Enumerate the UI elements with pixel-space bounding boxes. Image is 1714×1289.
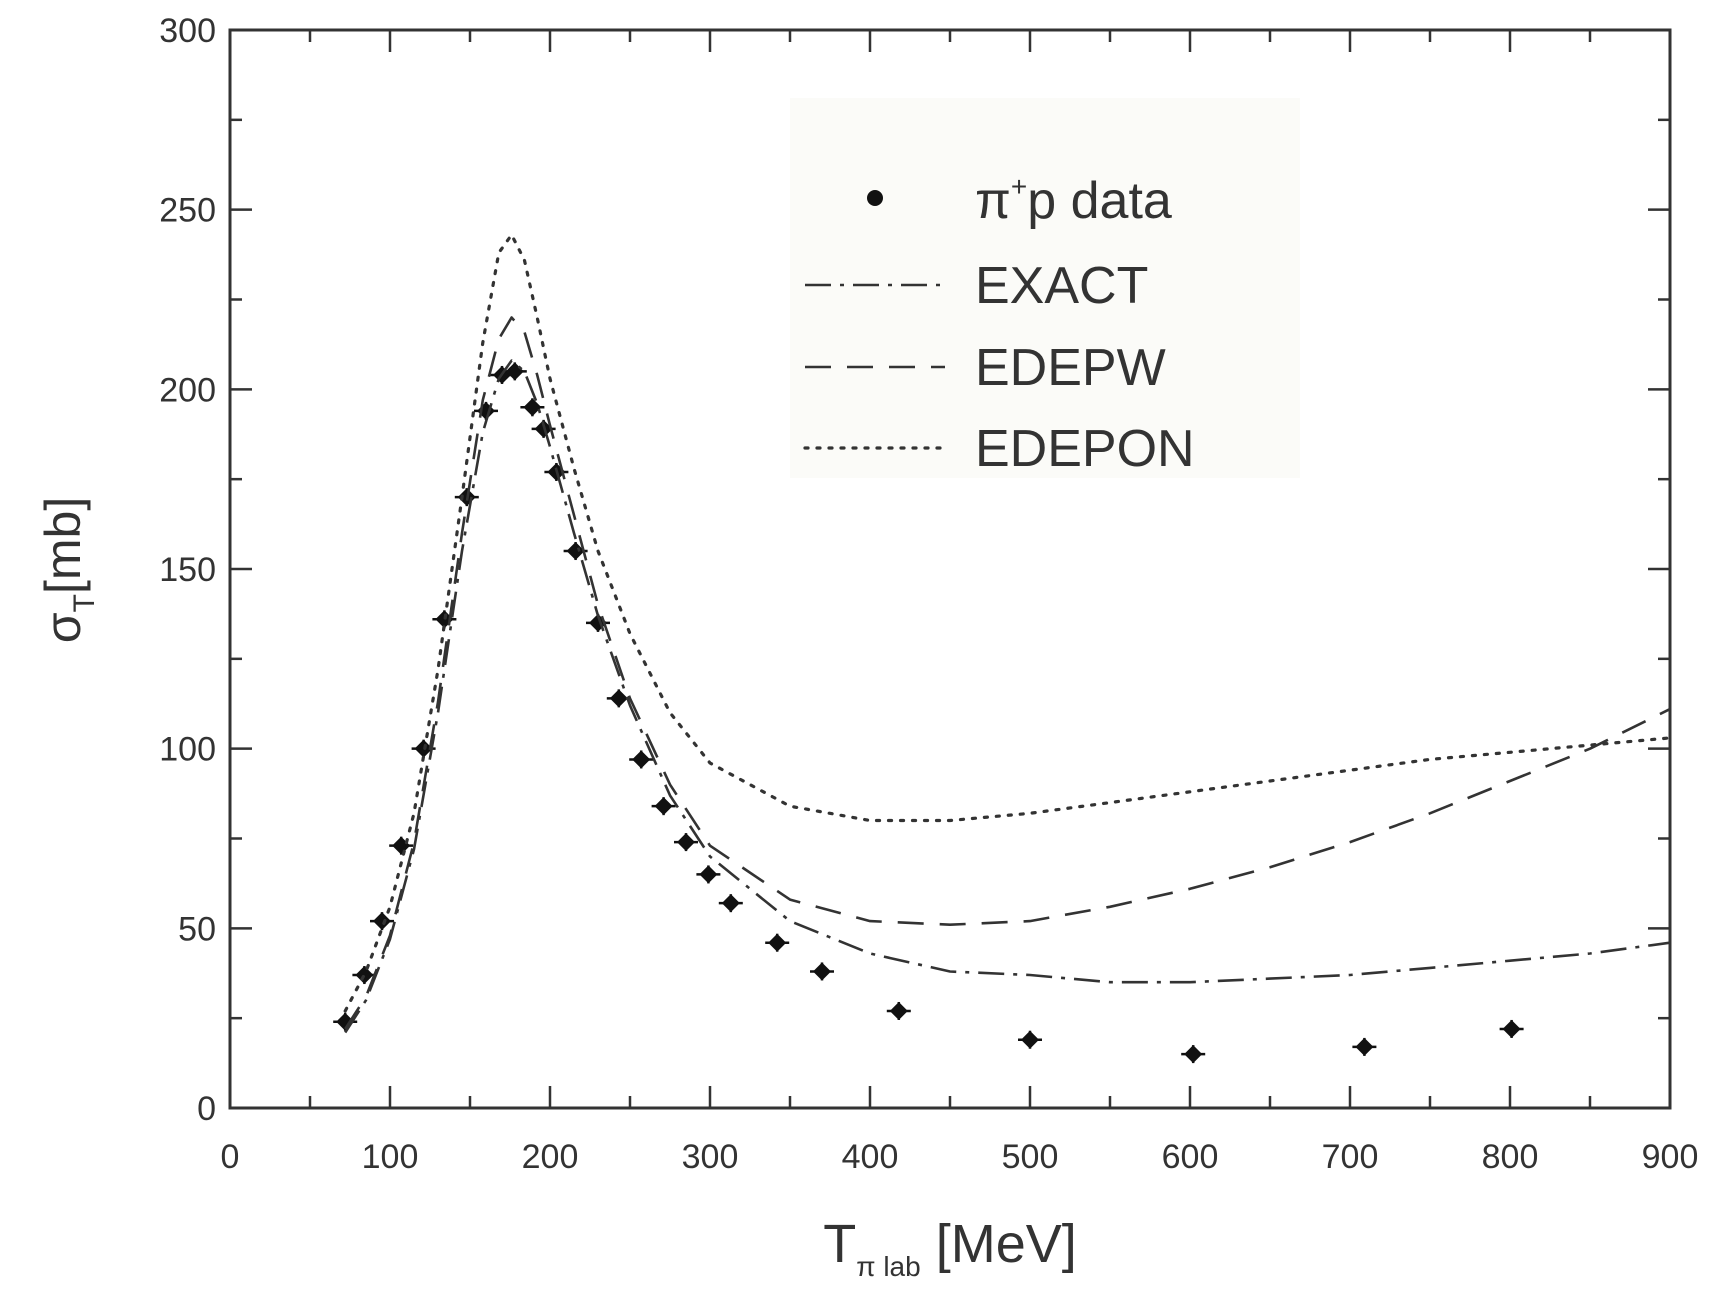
- x-tick-label: 400: [842, 1138, 899, 1176]
- data-point: [373, 912, 391, 931]
- x-tick-label: 0: [221, 1138, 240, 1176]
- data-point: [721, 894, 740, 913]
- y-tick-label: 300: [159, 12, 216, 50]
- x-tick-label: 900: [1642, 1138, 1699, 1176]
- data-point: [1502, 1019, 1521, 1038]
- y-tick-label: 250: [159, 192, 216, 230]
- series-layer: [333, 233, 1672, 1064]
- legend: π+p data EXACT EDEPW EDEPON: [790, 98, 1300, 478]
- data-point: [813, 962, 831, 981]
- data-point: [566, 542, 585, 561]
- x-tick-label: 700: [1322, 1138, 1379, 1176]
- data-point: [355, 966, 374, 985]
- series-edepon-line: [343, 233, 1672, 1013]
- axis-labels: Tπ lab [MeV] σT[mb]: [35, 497, 1077, 1282]
- data-point: [1355, 1037, 1374, 1056]
- x-axis-label: Tπ lab [MeV]: [823, 1214, 1077, 1282]
- data-point: [699, 865, 718, 884]
- y-tick-label: 150: [159, 551, 216, 589]
- y-tick-label: 100: [159, 731, 216, 769]
- legend-label: π+p data: [975, 171, 1172, 230]
- series-edepw-line: [344, 316, 1671, 1030]
- x-tick-label: 500: [1002, 1138, 1059, 1176]
- legend-box: [790, 98, 1300, 478]
- data-point: [1021, 1030, 1039, 1049]
- data-point: [889, 1001, 908, 1020]
- data-point: [677, 833, 695, 852]
- y-tick-label: 200: [159, 371, 216, 409]
- y-tick-label: 50: [178, 910, 216, 948]
- data-point: [654, 797, 673, 816]
- series-exact-line: [344, 359, 1671, 1034]
- series-edepw: [344, 316, 1671, 1030]
- legend-label: EXACT: [975, 257, 1148, 315]
- legend-label: EDEPW: [975, 339, 1166, 397]
- legend-label: EDEPON: [975, 420, 1195, 478]
- series-exact: [344, 359, 1671, 1034]
- x-tick-label: 200: [522, 1138, 579, 1176]
- data-point: [1184, 1045, 1203, 1064]
- x-tick-label: 800: [1482, 1138, 1539, 1176]
- data-point: [768, 933, 787, 952]
- data-point: [609, 689, 628, 708]
- series-edepon: [343, 233, 1672, 1013]
- y-tick-label: 0: [197, 1090, 216, 1128]
- x-tick-label: 600: [1162, 1138, 1219, 1176]
- x-tick-label: 300: [682, 1138, 739, 1176]
- x-tick-label: 100: [362, 1138, 419, 1176]
- data-point: [523, 398, 542, 417]
- y-axis-label: σT[mb]: [35, 497, 101, 643]
- data-point: [632, 750, 651, 769]
- legend-marker-data: [867, 190, 883, 206]
- axes-layer: 0 100 200 300 400 500 600 700 800 900 0 50 100 150 200…: [159, 12, 1698, 1176]
